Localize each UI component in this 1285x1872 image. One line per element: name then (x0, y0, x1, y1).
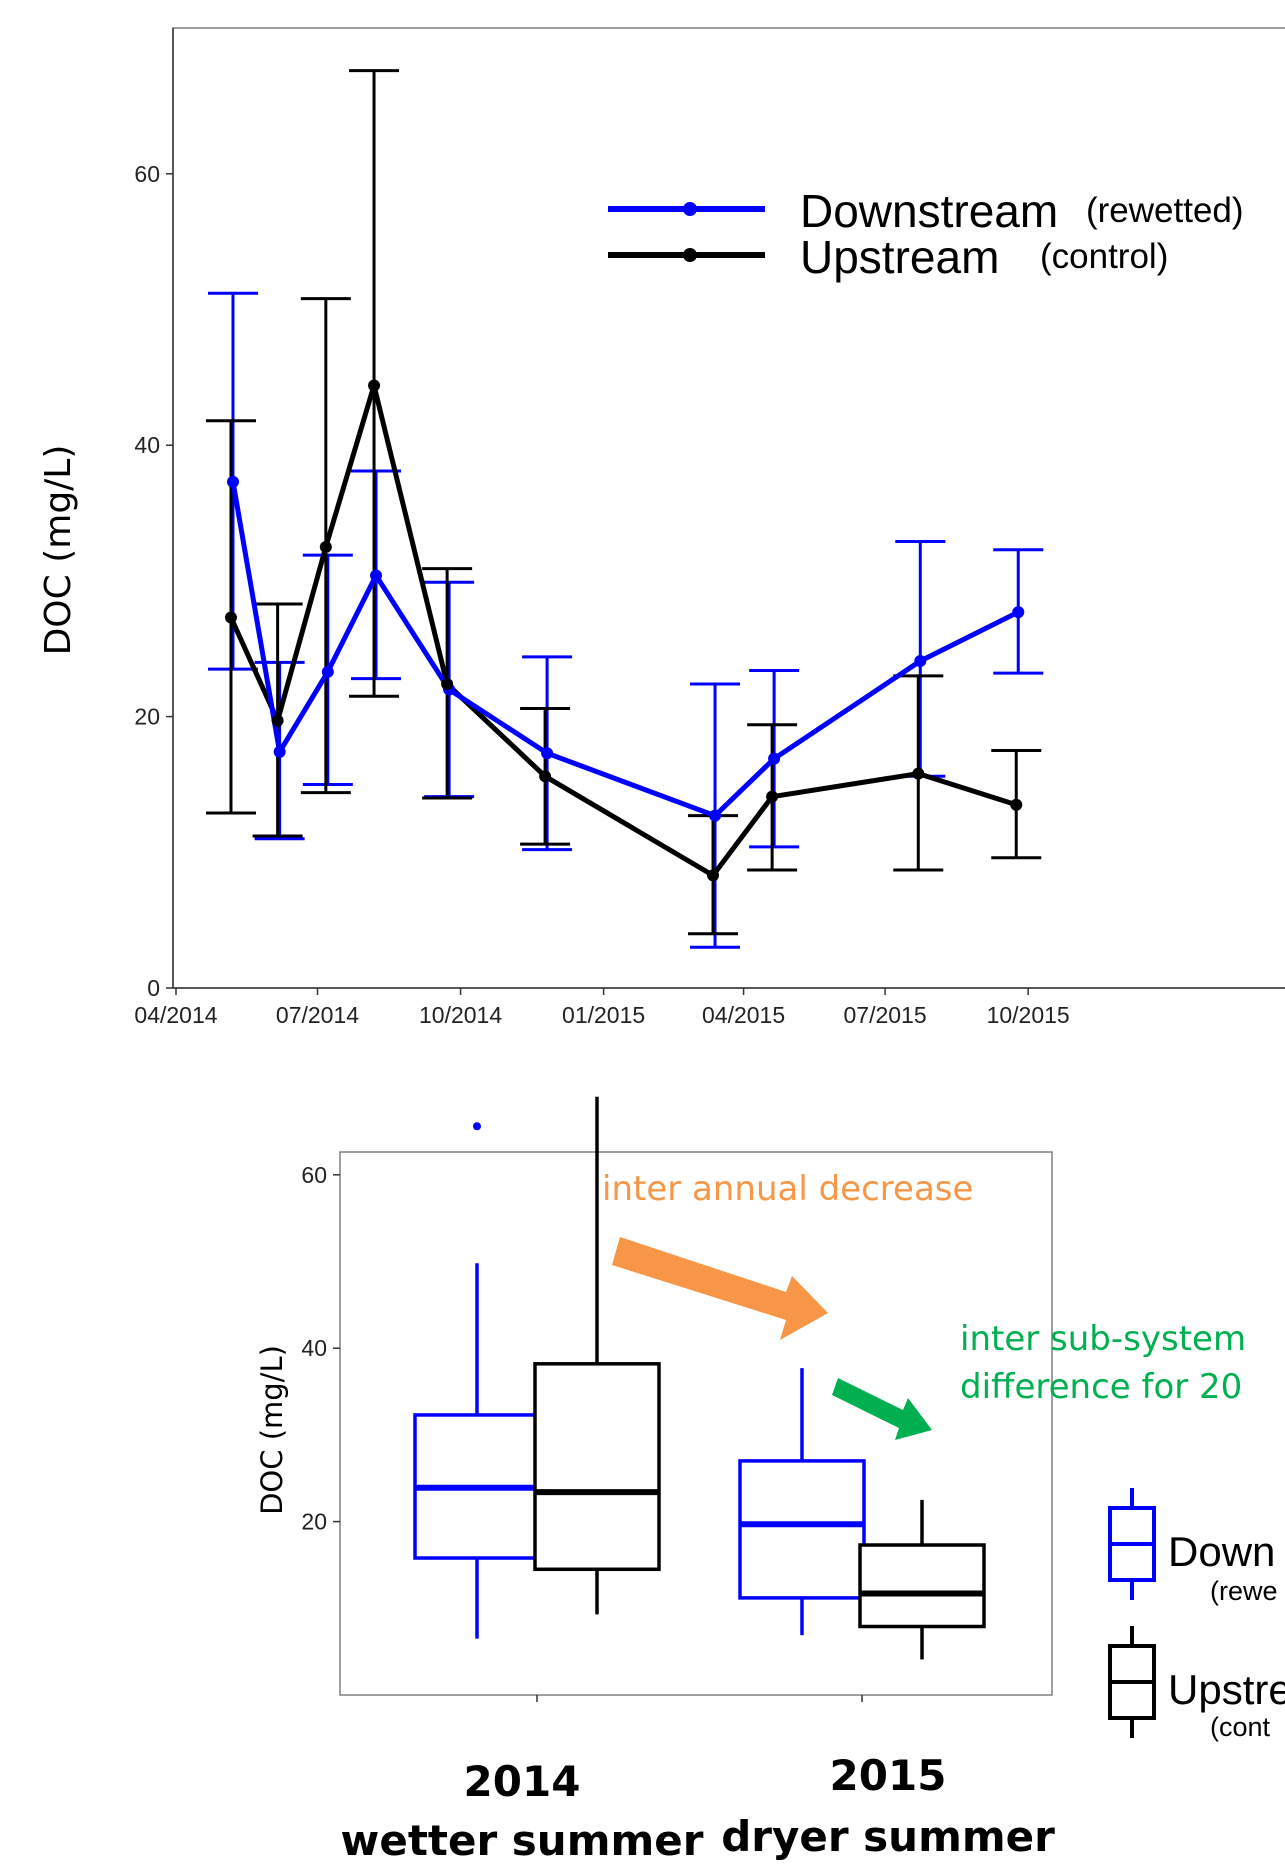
y-tick-label: 60 (134, 161, 160, 187)
timeseries-y-ticks: 0 20 40 60 (134, 161, 173, 1001)
data-point-downstream (226, 475, 239, 488)
data-point-upstream (1010, 798, 1023, 811)
legend-downstream-marker (683, 202, 697, 216)
boxplot-legend: Down (rewe Upstre (cont (1108, 1488, 1285, 1742)
box-downstream (738, 1459, 866, 1600)
x-tick-label: 10/2015 (987, 1002, 1070, 1028)
subsystem-annotation-line1: inter sub-system (960, 1319, 1246, 1359)
category-2014-label: 2014 (464, 1757, 581, 1806)
boxplot-y-ticks: 20 40 60 (301, 1162, 340, 1535)
x-tick-label: 04/2014 (134, 1002, 217, 1028)
data-point-upstream (441, 678, 454, 691)
data-point-downstream (914, 654, 927, 667)
timeseries-y-axis-label: DOC (mg/L) (38, 445, 79, 656)
data-point-upstream (271, 714, 284, 727)
legend2-downstream-sublabel: (rewe (1210, 1576, 1278, 1606)
timeseries-x-ticks: 04/2014 07/2014 10/2014 01/2015 04/2015 07/20… (134, 988, 1070, 1028)
x-tick-label: 04/2015 (702, 1002, 785, 1028)
y-tick-label: 0 (147, 975, 160, 1001)
box-upstream (858, 1543, 986, 1629)
timeseries-points (224, 379, 1025, 882)
series-line-upstream (228, 383, 1018, 878)
y-tick-label: 20 (134, 704, 160, 730)
timeseries-legend: Downstream (rewetted) Upstream (control) (608, 185, 1244, 283)
legend-upstream-marker (683, 248, 697, 262)
category-2015-label: 2015 (830, 1751, 947, 1800)
legend-downstream-label: Downstream (800, 185, 1058, 237)
y-tick-label: 20 (301, 1509, 327, 1535)
legend-upstream-sublabel: (control) (1040, 237, 1168, 276)
legend2-downstream-label: Down (1168, 1528, 1275, 1575)
interannual-arrow (612, 1237, 828, 1340)
y-tick-label: 40 (301, 1335, 327, 1361)
data-point-upstream (912, 767, 925, 780)
y-tick-label: 40 (134, 432, 160, 458)
legend-upstream-label: Upstream (800, 231, 999, 283)
boxplot-plot-frame (339, 1151, 1053, 1696)
box-upstream (533, 1362, 661, 1572)
legend2-upstream-label: Upstre (1168, 1666, 1285, 1713)
data-point-upstream (539, 770, 552, 783)
boxplot-x-ticks (536, 1695, 863, 1702)
outlier-point (473, 1122, 481, 1131)
legend2-upstream-sublabel: (cont (1210, 1712, 1271, 1742)
data-point-downstream (273, 745, 286, 758)
subsystem-annotation-line2: difference for 20 (960, 1367, 1242, 1407)
boxplot-y-axis-label: DOC (mg/L) (255, 1345, 289, 1515)
x-tick-label: 07/2015 (844, 1002, 927, 1028)
series-line-downstream (230, 481, 1020, 819)
data-point-downstream (370, 569, 383, 582)
timeseries-series-lines (228, 383, 1020, 878)
interannual-annotation: inter annual decrease (602, 1169, 973, 1209)
data-point-downstream (709, 809, 722, 822)
data-point-downstream (321, 665, 334, 678)
legend-downstream-sublabel: (rewetted) (1086, 191, 1244, 230)
data-point-upstream (368, 379, 381, 392)
data-point-downstream (768, 752, 781, 765)
category-2015-note: dryer summer (721, 1812, 1055, 1861)
boxplot-boxes (413, 1096, 986, 1660)
data-point-downstream (1012, 606, 1025, 619)
data-point-upstream (707, 869, 720, 882)
category-2014-note: wetter summer (341, 1816, 704, 1865)
x-tick-label: 01/2015 (562, 1002, 645, 1028)
data-point-upstream (766, 790, 779, 803)
data-point-upstream (319, 540, 332, 553)
x-tick-label: 07/2014 (276, 1002, 359, 1028)
x-tick-label: 10/2014 (419, 1002, 502, 1028)
data-point-downstream (541, 747, 554, 760)
subsystem-arrow (832, 1378, 932, 1440)
data-point-upstream (224, 611, 237, 624)
y-tick-label: 60 (301, 1162, 327, 1188)
